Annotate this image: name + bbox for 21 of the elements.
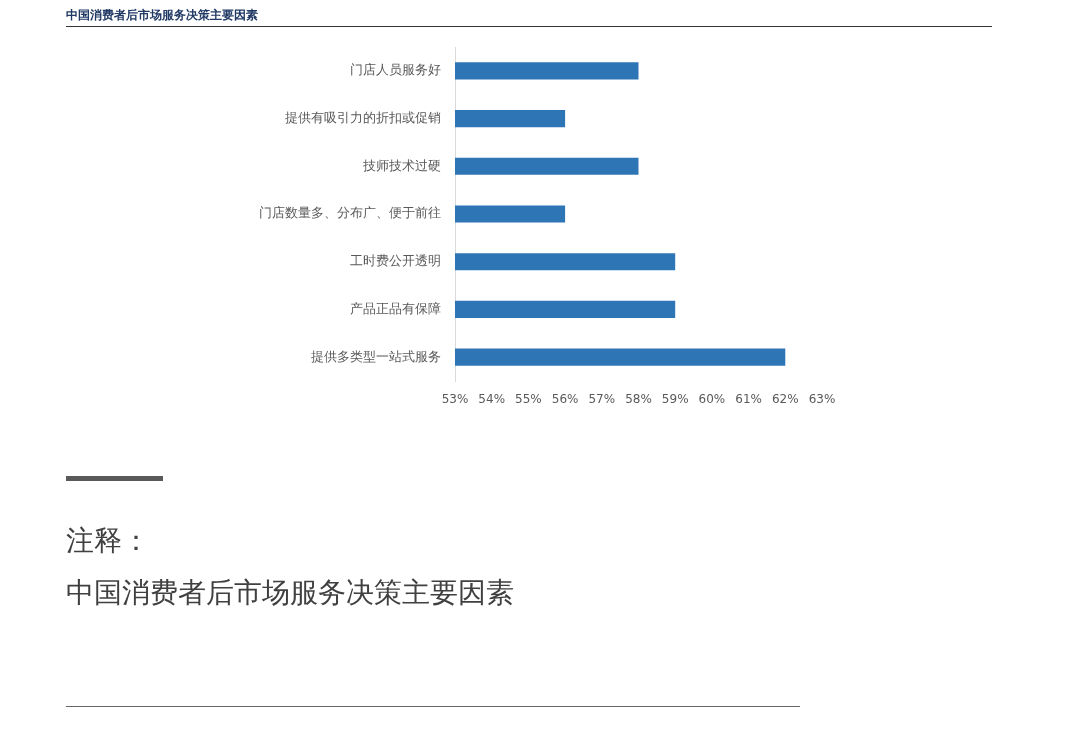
- x-tick-label: 54%: [478, 392, 506, 407]
- x-tick-label: 58%: [625, 392, 652, 407]
- text: 中国消费者后市场服务决策主要因素: [66, 575, 514, 611]
- y-tick-label: 门店数量多、分布广、便于前往: [259, 205, 441, 221]
- x-tick-label: 59%: [661, 392, 689, 407]
- y-tick-label: 产品正品有保障: [350, 300, 441, 316]
- x-tick-label: 60%: [698, 392, 726, 407]
- x-tick-label: 63%: [808, 392, 836, 407]
- y-tick-label: 门店人员服务好: [350, 62, 441, 78]
- text: 中国消费者后市场服务决策主要因素: [66, 7, 258, 24]
- x-tick-label: 53%: [441, 392, 469, 407]
- y-tick-label: 提供多类型一站式服务: [311, 348, 441, 364]
- y-tick-label: 提供有吸引力的折扣或促销: [285, 109, 441, 125]
- y-tick-label: 技师技术过硬: [362, 157, 441, 173]
- x-tick-label: 57%: [588, 392, 616, 407]
- y-tick-label: 工时费公开透明: [350, 253, 441, 269]
- text: 注释：: [66, 523, 151, 559]
- x-tick-label: 62%: [771, 392, 799, 407]
- x-tick-label: 56%: [551, 392, 579, 407]
- x-tick-label: 61%: [735, 392, 762, 407]
- x-tick-label: 55%: [515, 392, 542, 407]
